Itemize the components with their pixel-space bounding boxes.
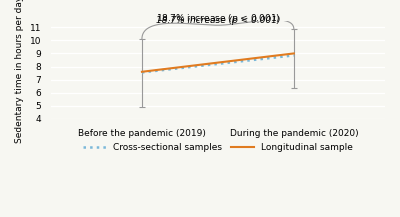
Y-axis label: Sedentary time in hours per day: Sedentary time in hours per day bbox=[15, 0, 24, 143]
Text: 18.7% increase (p < 0.001): 18.7% increase (p < 0.001) bbox=[156, 16, 280, 25]
Text: 18.7% increase ($p$ < 0.001): 18.7% increase ($p$ < 0.001) bbox=[156, 12, 280, 25]
Legend: Cross-sectional samples, Longitudinal sample: Cross-sectional samples, Longitudinal sa… bbox=[80, 140, 356, 156]
